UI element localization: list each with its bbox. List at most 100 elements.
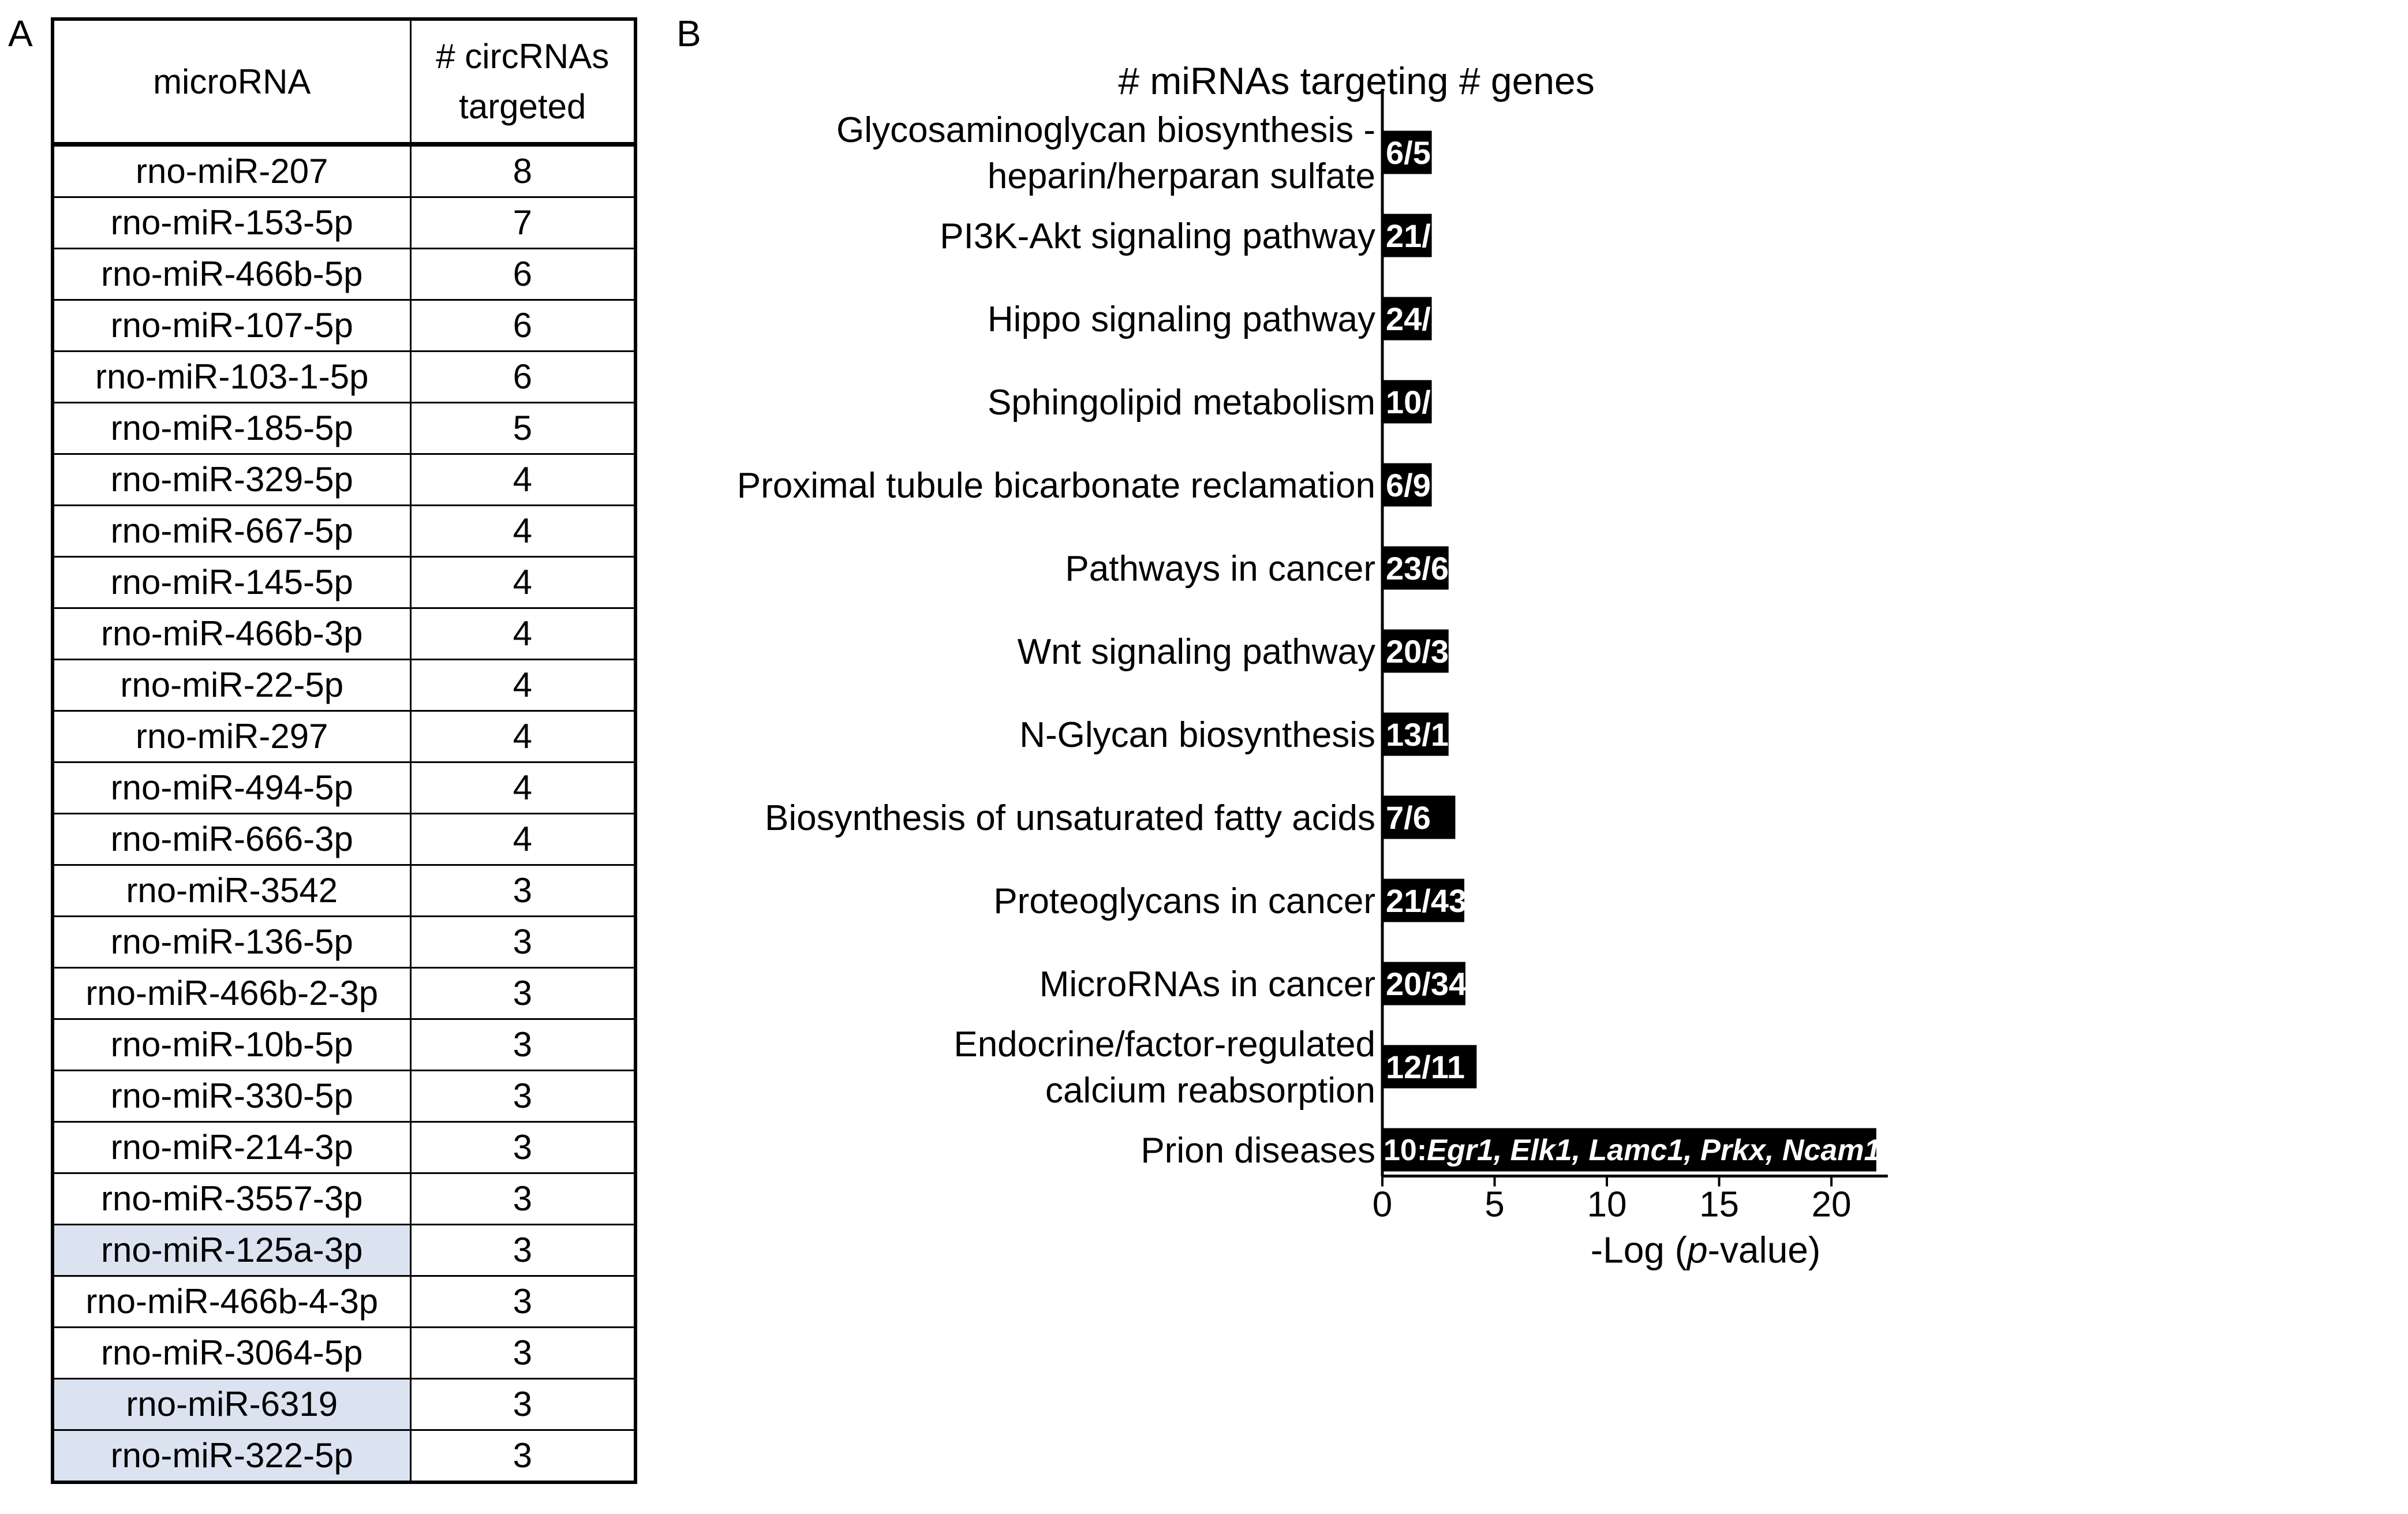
bar-data-label: 10:Egr1, Elk1, Lamc1, Prkx, Ncam1, C8a, … <box>1384 1134 2286 1167</box>
bar <box>1382 879 1464 922</box>
category-label: MicroRNAs in cancer <box>1040 965 1375 1004</box>
table-row: rno-miR-125a-3p 3 <box>51 1224 637 1277</box>
circrna-count-cell: 3 <box>409 864 637 917</box>
mirna-name-cell: rno-miR-466b-3p <box>51 607 412 660</box>
mirna-name-cell: rno-miR-107-5p <box>51 299 412 352</box>
x-tick-label: 0 <box>1373 1185 1392 1225</box>
bar-data-label: 6/5 <box>1386 134 1431 171</box>
circrna-count-cell: 3 <box>409 1326 637 1380</box>
x-axis-label: -Log (p-value) <box>1591 1229 1820 1271</box>
header-count-line2: targeted <box>459 87 586 126</box>
circrna-count-cell: 3 <box>409 1121 637 1174</box>
table-row: rno-miR-297 4 <box>51 710 637 763</box>
circrna-count-cell: 5 <box>409 402 637 455</box>
table-row: rno-miR-466b-2-3p 3 <box>51 967 637 1020</box>
circrna-count-cell: 4 <box>409 813 637 866</box>
circrna-count-cell: 6 <box>409 350 637 403</box>
category-label: N-Glycan biosynthesis <box>1019 715 1375 755</box>
category-label: Proximal tubule bicarbonate reclamation <box>737 466 1375 506</box>
table-row: rno-miR-3557-3p 3 <box>51 1172 637 1225</box>
mirna-name-cell: rno-miR-185-5p <box>51 402 412 455</box>
mirna-name-cell: rno-miR-136-5p <box>51 915 412 969</box>
mirna-name-cell: rno-miR-10b-5p <box>51 1018 412 1071</box>
table-body: rno-miR-207 8 rno-miR-153-5p 7 rno-miR-466b-… <box>51 143 637 1483</box>
table-row: rno-miR-145-5p 4 <box>51 556 637 609</box>
mirna-name-cell: rno-miR-214-3p <box>51 1121 412 1174</box>
bar <box>1382 1128 1876 1172</box>
circrna-count-cell: 6 <box>409 248 637 301</box>
circrna-count-cell: 4 <box>409 607 637 660</box>
table-row: rno-miR-494-5p 4 <box>51 761 637 814</box>
bar <box>1382 629 1449 673</box>
bar-data-label: 12/11 <box>1386 1049 1465 1085</box>
bar <box>1382 962 1465 1005</box>
x-tick-label: 10 <box>1587 1185 1627 1225</box>
bar-data-label: 7/6 <box>1386 799 1431 836</box>
circrna-count-cell: 6 <box>409 299 637 352</box>
mirna-name-cell: rno-miR-3542 <box>51 864 412 917</box>
category-label: Hippo signaling pathway <box>988 300 1375 339</box>
circrna-count-cell: 3 <box>409 967 637 1020</box>
bar <box>1382 214 1432 257</box>
kegg-pathway-bar-chart: # miRNAs targeting # genes Glycosaminogl… <box>737 59 2286 1271</box>
bars-layer: Glycosaminoglycan biosynthesis -heparin/… <box>737 110 2286 1172</box>
axis-layer: 0 5 10 15 20 <box>1373 89 1888 1225</box>
circrna-count-cell: 4 <box>409 659 637 712</box>
table-row: rno-miR-6319 3 <box>51 1378 637 1431</box>
mirna-name-cell: rno-miR-666-3p <box>51 813 412 866</box>
table-row: rno-miR-667-5p 4 <box>51 504 637 558</box>
panel-a-letter: A <box>8 13 33 54</box>
header-count-line1: # circRNAs <box>436 37 610 76</box>
bar <box>1382 463 1432 507</box>
circrna-count-cell: 3 <box>409 915 637 969</box>
table-row: rno-miR-207 8 <box>51 143 637 198</box>
bar <box>1382 130 1432 174</box>
mirna-name-cell: rno-miR-297 <box>51 710 412 763</box>
mirna-name-cell: rno-miR-3064-5p <box>51 1326 412 1380</box>
table-row: rno-miR-466b-3p 4 <box>51 607 637 660</box>
bar-data-label: 20/37 <box>1386 633 1467 670</box>
mirna-name-cell: rno-miR-494-5p <box>51 761 412 814</box>
circrna-count-cell: 3 <box>409 1429 637 1483</box>
table-row: rno-miR-329-5p 4 <box>51 453 637 506</box>
category-label: Prion diseases <box>1141 1131 1375 1171</box>
bar <box>1382 712 1449 756</box>
header-microrna: microRNA <box>51 18 412 147</box>
category-label: Sphingolipid metabolism <box>988 383 1375 423</box>
mirna-name-cell: rno-miR-153-5p <box>51 196 412 249</box>
table-row: rno-miR-153-5p 7 <box>51 196 637 249</box>
table-row: rno-miR-666-3p 4 <box>51 813 637 866</box>
mirna-circrna-table: microRNA # circRNAs targeted rno-miR-207 8… <box>51 17 637 1484</box>
category-label: Endocrine/factor-regulated calcium reabso… <box>954 1025 1375 1111</box>
x-tick-label: 15 <box>1699 1185 1739 1225</box>
table-row: rno-miR-466b-4-3p 3 <box>51 1275 637 1328</box>
mirna-name-cell: rno-miR-329-5p <box>51 453 412 506</box>
mirna-name-cell: rno-miR-466b-5p <box>51 248 412 301</box>
circrna-count-cell: 7 <box>409 196 637 249</box>
bar <box>1382 380 1432 424</box>
x-tick-label: 5 <box>1485 1185 1504 1225</box>
mirna-name-cell: rno-miR-103-1-5p <box>51 350 412 403</box>
mirna-name-cell: rno-miR-667-5p <box>51 504 412 558</box>
circrna-count-cell: 3 <box>409 1378 637 1431</box>
bar-data-label: 24/33 <box>1386 301 1467 337</box>
circrna-count-cell: 3 <box>409 1224 637 1277</box>
circrna-count-cell: 8 <box>409 143 637 198</box>
mirna-name-cell: rno-miR-22-5p <box>51 659 412 712</box>
table-row: rno-miR-107-5p 6 <box>51 299 637 352</box>
bar-data-label: 6/9 <box>1386 467 1431 503</box>
circrna-count-cell: 4 <box>409 556 637 609</box>
mirna-name-cell: rno-miR-207 <box>51 143 412 198</box>
panel-b-letter: B <box>676 13 701 54</box>
table-row: rno-miR-185-5p 5 <box>51 402 637 455</box>
circrna-count-cell: 3 <box>409 1275 637 1328</box>
header-circrnas-targeted: # circRNAs targeted <box>409 18 637 147</box>
table-row: rno-miR-22-5p 4 <box>51 659 637 712</box>
circrna-count-cell: 4 <box>409 710 637 763</box>
mirna-name-cell: rno-miR-145-5p <box>51 556 412 609</box>
bar-data-label: 21/43 <box>1386 883 1467 919</box>
table-header-row: microRNA # circRNAs targeted <box>51 18 637 147</box>
table-row: rno-miR-10b-5p 3 <box>51 1018 637 1071</box>
x-tick-label: 20 <box>1812 1185 1852 1225</box>
chart-title: # miRNAs targeting # genes <box>1118 59 1594 102</box>
